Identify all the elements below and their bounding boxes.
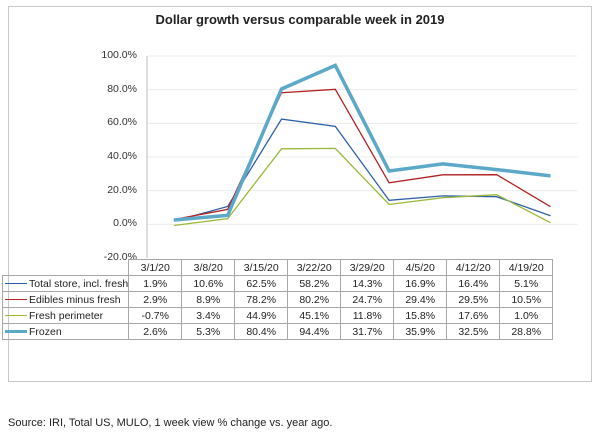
y-tick-label: 80.0% [107, 82, 137, 95]
data-label: 2.9% [128, 291, 183, 308]
data-label: 32.5% [446, 323, 501, 340]
data-label: 1.9% [128, 275, 183, 292]
y-tick-label: 40.0% [107, 150, 137, 162]
y-tick-label: 60.0% [107, 116, 137, 129]
data-label: 8.9% [181, 291, 236, 308]
data-label: 15.8% [393, 307, 448, 324]
data-label: 94.4% [287, 323, 342, 340]
series-line-fresh-perimeter [173, 147, 551, 227]
data-label: 10.6% [181, 275, 236, 292]
legend-label: Total store, incl. fresh [29, 277, 129, 290]
legend-entry: Total store, incl. fresh [1, 275, 130, 292]
data-label: 44.9% [234, 307, 289, 324]
data-label: 5.3% [181, 323, 236, 340]
y-tick-label: 0.0% [113, 217, 137, 230]
x-tick-label: 3/22/20 [287, 259, 342, 276]
x-tick-label: 4/19/20 [499, 259, 554, 276]
y-tick-label: 20.0% [107, 183, 137, 196]
legend-entry: Fresh perimeter [1, 307, 130, 324]
data-label: 80.2% [287, 291, 342, 308]
data-label: 45.1% [287, 307, 342, 324]
data-label: 58.2% [287, 275, 342, 292]
data-table: 3/1/20 3/8/20 3/15/20 3/22/20 3/29/20 4/5/20 4… [1, 259, 554, 340]
table-header-row: 3/1/20 3/8/20 3/15/20 3/22/20 3/29/20 4/5/20 4… [2, 259, 554, 276]
x-tick-label: 3/29/20 [340, 259, 395, 276]
chart-frame [8, 6, 592, 382]
x-tick-label: 4/12/20 [446, 259, 501, 276]
data-label: 11.8% [340, 307, 395, 324]
data-label: 1.0% [499, 307, 554, 324]
series-line-frozen [173, 63, 551, 222]
legend-entry: Edibles minus fresh [1, 291, 130, 308]
data-label: 3.4% [181, 307, 236, 324]
table-row: Edibles minus fresh 2.9% 8.9% 78.2% 80.2% 24.… [1, 291, 554, 308]
data-label: 5.1% [499, 275, 554, 292]
legend-key [5, 283, 27, 285]
data-label: 28.8% [499, 323, 554, 340]
data-label: 14.3% [340, 275, 395, 292]
data-label: 17.6% [446, 307, 501, 324]
data-label: 62.5% [234, 275, 289, 292]
data-label: 35.9% [393, 323, 448, 340]
legend-key [5, 299, 27, 301]
data-label: 24.7% [340, 291, 395, 308]
chart-title: Dollar growth versus comparable week in … [155, 12, 445, 27]
data-label: 31.7% [340, 323, 395, 340]
data-label: 80.4% [234, 323, 289, 340]
legend-label: Edibles minus fresh [29, 293, 121, 306]
data-label: 10.5% [499, 291, 554, 308]
source-note: Source: IRI, Total US, MULO, 1 week view… [8, 417, 333, 429]
data-label: 78.2% [234, 291, 289, 308]
data-label: 16.4% [446, 275, 501, 292]
legend-label: Frozen [29, 325, 62, 338]
data-label: 2.6% [128, 323, 183, 340]
x-tick-label: 3/1/20 [128, 259, 183, 276]
y-tick-label: 100.0% [101, 49, 137, 61]
legend-key [5, 315, 27, 317]
x-tick-label: 3/8/20 [181, 259, 236, 276]
table-row: Fresh perimeter -0.7% 3.4% 44.9% 45.1% 11.8% 1… [1, 307, 554, 324]
data-label: 29.4% [393, 291, 448, 308]
legend-entry: Frozen [1, 323, 130, 340]
table-row: Frozen 2.6% 5.3% 80.4% 94.4% 31.7% 35.9% 32.5% 2… [1, 323, 554, 340]
table-row: Total store, incl. fresh 1.9% 10.6% 62.5% 58… [1, 275, 554, 292]
legend-label: Fresh perimeter [29, 309, 104, 322]
data-label: -0.7% [128, 307, 183, 324]
x-tick-label: 4/5/20 [393, 259, 448, 276]
data-label: 29.5% [446, 291, 501, 308]
legend-key [5, 330, 27, 334]
series-line-edibles-minus-fresh [173, 88, 551, 221]
table-corner [2, 259, 130, 276]
x-tick-label: 3/15/20 [234, 259, 289, 276]
data-label: 16.9% [393, 275, 448, 292]
